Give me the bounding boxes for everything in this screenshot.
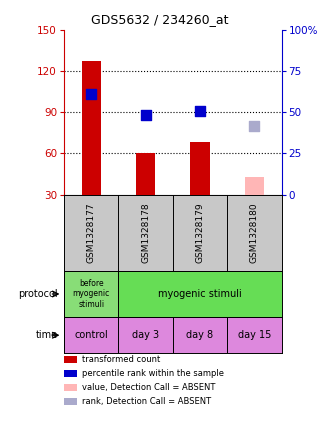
Text: GSM1328178: GSM1328178	[141, 202, 150, 263]
Bar	[136, 153, 155, 195]
Text: value, Detection Call = ABSENT: value, Detection Call = ABSENT	[82, 383, 215, 392]
Text: GSM1328180: GSM1328180	[250, 202, 259, 263]
Bar	[82, 61, 101, 195]
Bar	[118, 317, 173, 353]
Bar	[173, 317, 227, 353]
Point	[252, 123, 257, 129]
Bar	[227, 317, 282, 353]
Text: percentile rank within the sample: percentile rank within the sample	[82, 369, 224, 378]
Bar	[64, 271, 118, 317]
Bar	[64, 317, 118, 353]
Bar	[245, 177, 264, 195]
Text: GDS5632 / 234260_at: GDS5632 / 234260_at	[91, 13, 229, 26]
Text: control: control	[74, 330, 108, 340]
Bar	[118, 271, 282, 317]
Text: time: time	[36, 330, 58, 340]
Text: GSM1328177: GSM1328177	[87, 202, 96, 263]
Bar	[190, 142, 210, 195]
Text: transformed count: transformed count	[82, 355, 160, 364]
Point	[89, 91, 94, 98]
Point	[143, 111, 148, 118]
Text: day 15: day 15	[238, 330, 271, 340]
Text: before
myogenic
stimuli: before myogenic stimuli	[73, 279, 110, 309]
Point	[197, 107, 203, 114]
Text: myogenic stimuli: myogenic stimuli	[158, 289, 242, 299]
Text: GSM1328179: GSM1328179	[196, 202, 204, 263]
Text: protocol: protocol	[18, 289, 58, 299]
Text: rank, Detection Call = ABSENT: rank, Detection Call = ABSENT	[82, 397, 211, 406]
Text: day 3: day 3	[132, 330, 159, 340]
Text: day 8: day 8	[187, 330, 213, 340]
